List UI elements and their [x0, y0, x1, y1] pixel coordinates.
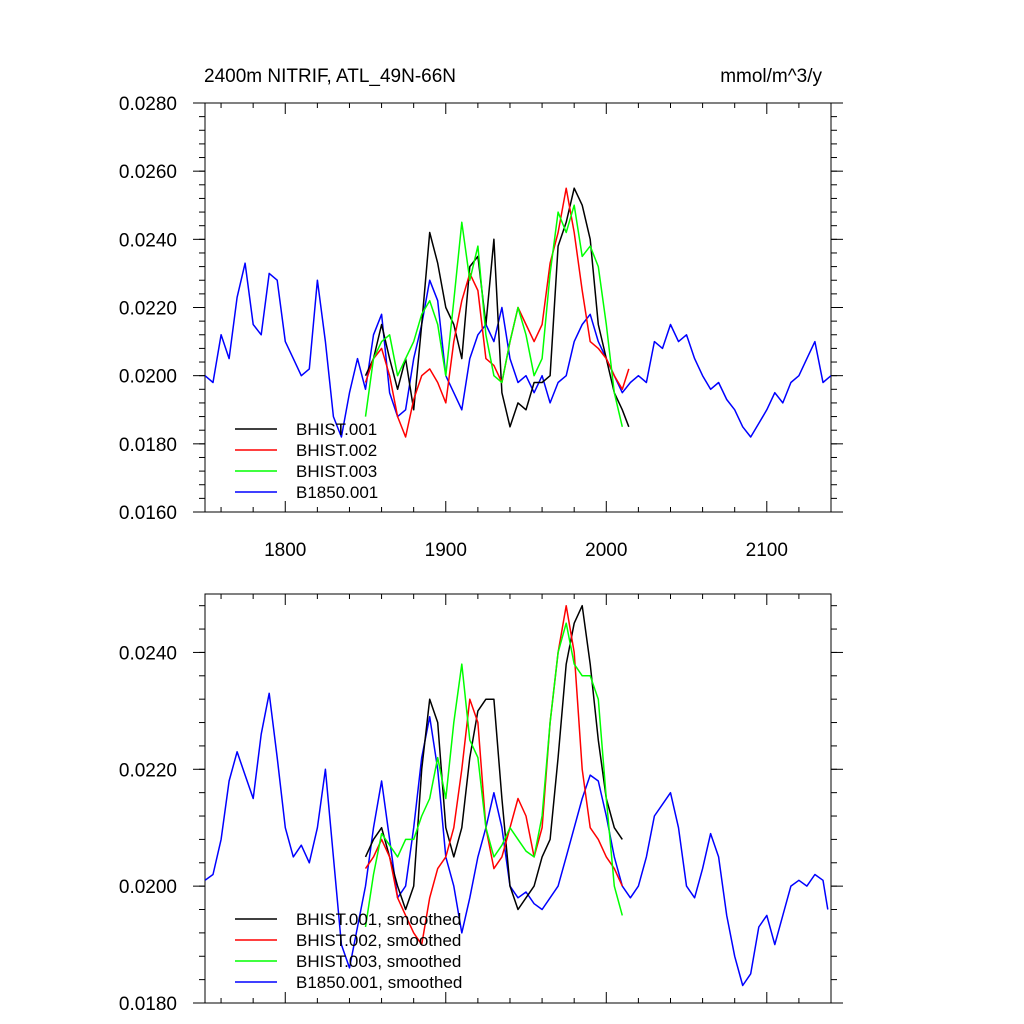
- series-line-bhist-001: [364, 187, 630, 428]
- y-tick-label: 0.0240: [119, 230, 177, 251]
- y-tick-label: 0.0220: [119, 760, 177, 781]
- top-chart-panel: 2400m NITRIF, ATL_49N-66N mmol/m^3/y 180…: [119, 66, 843, 561]
- y-tick-label: 0.0180: [119, 994, 177, 1015]
- series-line-bhist-003: [364, 204, 624, 427]
- legend-label: BHIST.003, smoothed: [296, 952, 461, 971]
- x-tick-label: 2100: [746, 540, 788, 561]
- y-tick-label: 0.0160: [119, 503, 177, 524]
- axis-ticks: 1800 1900 2000 2100 0.0160 0.0180 0.0200 0.0220…: [119, 94, 843, 561]
- legend-label: BHIST.003: [296, 462, 377, 481]
- series-line-bhist-002: [364, 187, 630, 438]
- series-group: [205, 187, 831, 438]
- y-tick-label: 0.0200: [119, 877, 177, 898]
- legend-label: B1850.001: [296, 483, 378, 502]
- series-group: [205, 604, 829, 987]
- series-line-bhist-003-smoothed: [364, 622, 624, 928]
- x-tick-label: 2000: [585, 540, 627, 561]
- axis-ticks: 0.0180 0.0200 0.0220 0.0240: [119, 594, 843, 1015]
- x-tick-label: 1800: [264, 540, 306, 561]
- plot-frame: [204, 593, 832, 1004]
- legend: BHIST.001, smoothed BHIST.002, smoothed BH…: [235, 910, 462, 992]
- legend-label: BHIST.002: [296, 441, 377, 460]
- series-line-bhist-001-smoothed: [364, 604, 623, 911]
- legend-label: BHIST.001: [296, 420, 377, 439]
- y-tick-label: 0.0280: [119, 94, 177, 115]
- y-tick-label: 0.0180: [119, 435, 177, 456]
- series-line-b1850-001-smoothed: [205, 692, 829, 987]
- series-line-b1850-001: [205, 262, 831, 438]
- y-tick-label: 0.0220: [119, 299, 177, 320]
- bottom-chart-panel: 0.0180 0.0200 0.0220 0.0240 BHIST.001, smoo…: [119, 593, 843, 1015]
- y-tick-label: 0.0240: [119, 643, 177, 664]
- series-line-bhist-002-smoothed: [364, 604, 623, 946]
- legend-label: B1850.001, smoothed: [296, 973, 462, 992]
- y-tick-label: 0.0200: [119, 367, 177, 388]
- legend-label: BHIST.002, smoothed: [296, 931, 461, 950]
- legend: BHIST.001 BHIST.002 BHIST.003 B1850.001: [235, 420, 378, 502]
- chart-units: mmol/m^3/y: [720, 66, 822, 87]
- x-tick-label: 1900: [425, 540, 467, 561]
- legend-label: BHIST.001, smoothed: [296, 910, 461, 929]
- y-tick-label: 0.0260: [119, 162, 177, 183]
- chart-title: 2400m NITRIF, ATL_49N-66N: [204, 66, 456, 87]
